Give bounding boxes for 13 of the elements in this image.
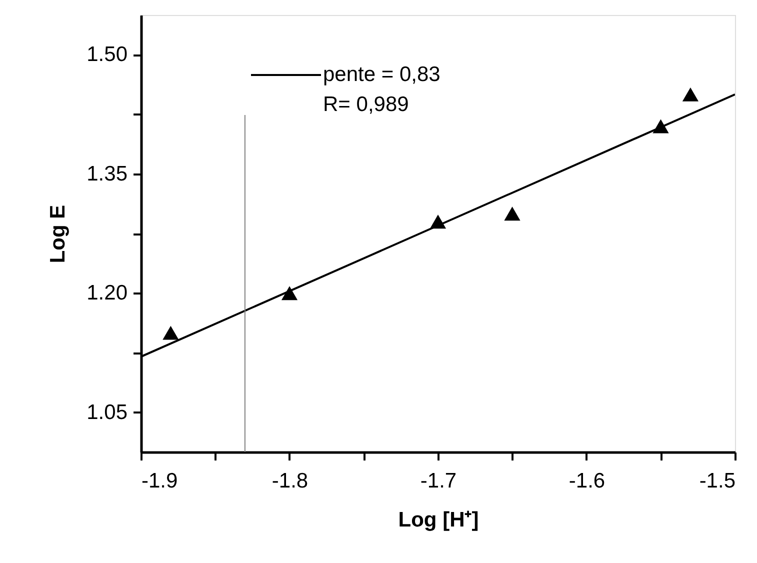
legend-label: pente = 0,83: [323, 63, 440, 86]
x-tick-label: -1.6: [568, 470, 606, 492]
y-tick-label: 1.05: [86, 400, 128, 424]
x-tick-label: -1.7: [420, 470, 457, 492]
x-tick-label: -1.9: [142, 470, 178, 492]
y-tick-label: 1.50: [86, 43, 128, 66]
x-axis-title: Log [H⁺]: [398, 508, 479, 532]
annotation: R= 0,989: [323, 93, 409, 116]
x-tick-label: -1.8: [272, 470, 308, 492]
x-tick-label: -1.5: [699, 470, 736, 492]
y-axis-title: Log E: [46, 204, 70, 264]
y-tick-label: 1.20: [86, 282, 128, 305]
y-tick-label: 1.35: [86, 162, 128, 186]
